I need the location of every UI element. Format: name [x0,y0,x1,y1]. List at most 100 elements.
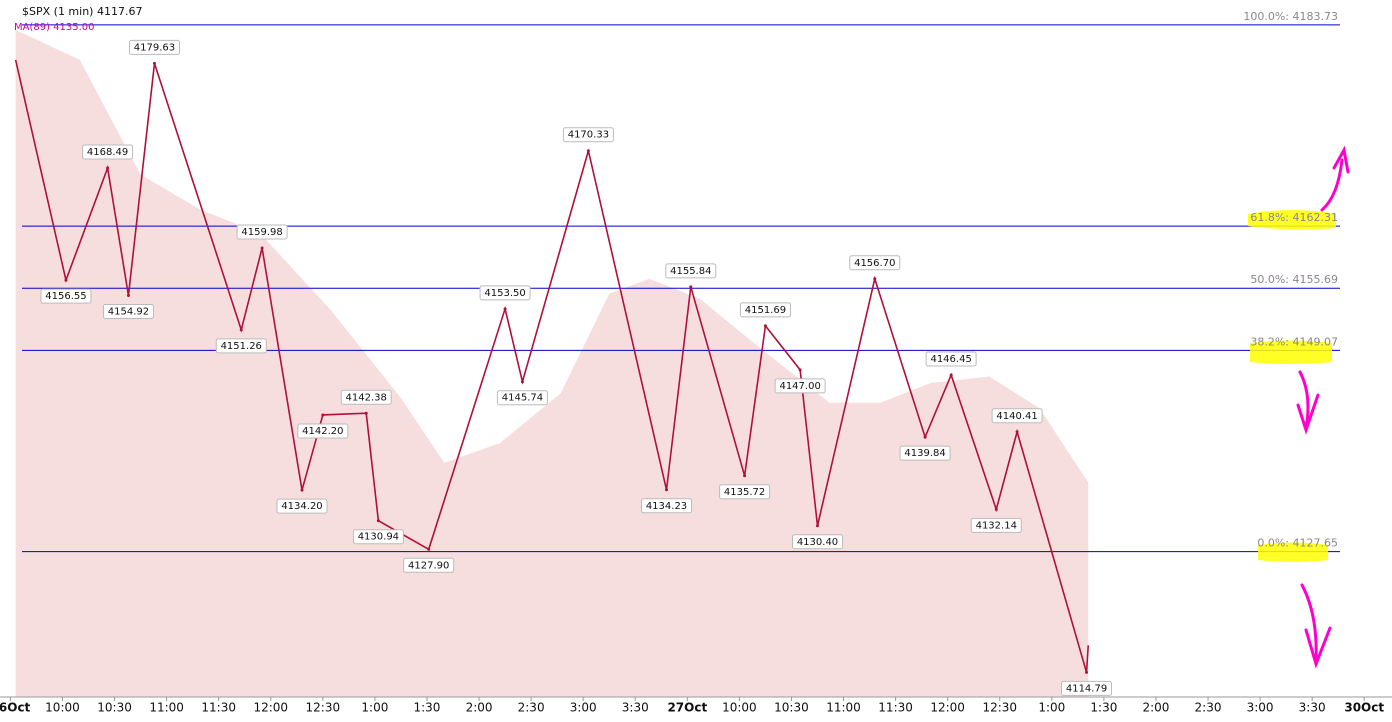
x-tick-label: 10:00 [45,701,80,715]
arrow-up [1320,145,1350,212]
price-label-box [496,390,548,406]
price-label: 4154.92 [108,306,149,317]
fib-label: 61.8%: 4162.31 [1250,211,1338,224]
price-label-box [128,39,180,55]
price-label-box [665,263,717,279]
price-point [427,547,431,551]
price-point [126,293,130,297]
highlight [1258,542,1328,562]
x-tick-label: 2:30 [518,701,545,715]
price-label-box [899,445,951,461]
price-label-box [791,534,843,550]
x-tick-label: 2:00 [466,701,493,715]
highlight [1248,210,1336,230]
price-label: 4142.20 [302,426,343,437]
price-label-box [774,378,826,394]
x-tick-label: 11:00 [826,701,861,715]
price-label-box [562,127,614,143]
x-tick-label: 30Oct [1344,701,1384,715]
price-point [763,324,767,328]
price-point [376,519,380,523]
price-label: 4147.00 [779,381,820,392]
price-label: 4130.40 [797,537,838,548]
price-label: 4134.20 [281,501,322,512]
x-tick-label: 1:30 [1090,701,1117,715]
price-label: 4139.84 [904,448,945,459]
fib-label: 38.2%: 4149.07 [1250,335,1338,348]
x-tick-label: 1:00 [361,701,388,715]
price-label: 4140.41 [996,411,1037,422]
price-label-box [236,224,288,240]
x-tick-label: 26Oct [0,701,31,715]
price-label: 4127.90 [408,560,449,571]
price-label-box [479,285,531,301]
x-tick-label: 2:30 [1195,701,1222,715]
price-point [1085,670,1089,674]
price-label-box [925,351,977,367]
price-label: 4114.79 [1066,683,1107,694]
price-label-box [640,498,692,514]
price-point [106,166,110,170]
price-label: 4132.14 [976,520,1017,531]
price-label: 4135.72 [724,487,765,498]
price-label: 4146.45 [930,354,971,365]
x-tick-label: 3:30 [1299,701,1326,715]
price-label: 4151.69 [745,305,786,316]
x-tick-label: 10:00 [722,701,757,715]
price-label: 4134.23 [646,501,687,512]
price-point [873,277,877,281]
price-label: 4156.55 [45,291,86,302]
price-point [503,307,507,311]
x-tick-label: 12:30 [982,701,1017,715]
ma-legend: MA(89) 4135.00 [14,22,95,33]
arrow-down [1296,370,1320,435]
price-label-box [1061,680,1113,696]
price-label: 4145.74 [502,393,543,404]
x-tick-label: 1:30 [413,701,440,715]
price-label-box [102,303,154,319]
x-tick-label: 12:30 [306,701,341,715]
x-tick-label: 2:00 [1142,701,1169,715]
price-point [689,285,693,289]
price-point [664,488,668,492]
price-point [64,278,68,282]
price-label-box [40,288,92,304]
price-label-box [849,255,901,271]
highlight [1250,340,1332,364]
price-point [520,380,524,384]
price-label: 4179.63 [134,42,175,53]
x-tick-label: 27Oct [667,701,707,715]
fib-label: 50.0%: 4155.69 [1250,273,1338,286]
x-tick-label: 11:30 [878,701,913,715]
price-point [300,488,304,492]
price-label: 4142.38 [346,392,387,403]
chart-title: $SPX (1 min) 4117.67 [22,5,142,18]
price-label: 4151.26 [221,341,262,352]
price-point [586,149,590,153]
x-tick-label: 3:00 [1247,701,1274,715]
x-tick-label: 12:00 [930,701,965,715]
x-tick-label: 10:30 [774,701,809,715]
price-label-box [340,389,392,405]
price-label-box [82,144,134,160]
x-tick-label: 10:30 [97,701,132,715]
price-point [923,435,927,439]
arrow-down [1300,583,1332,669]
price-point [364,411,368,415]
price-point [260,246,264,250]
price-point [239,328,243,332]
fib-label: 0.0%: 4127.65 [1257,537,1338,550]
price-label: 4168.49 [87,147,128,158]
price-point [949,373,953,377]
price-point [994,507,998,511]
x-tick-label: 12:00 [253,701,288,715]
price-label: 4130.94 [358,532,399,543]
x-tick-label: 3:30 [622,701,649,715]
price-label: 4155.84 [670,266,711,277]
x-tick-label: 11:30 [201,701,236,715]
price-label-box [215,338,267,354]
price-label-box [719,484,771,500]
price-label: 4159.98 [241,227,282,238]
